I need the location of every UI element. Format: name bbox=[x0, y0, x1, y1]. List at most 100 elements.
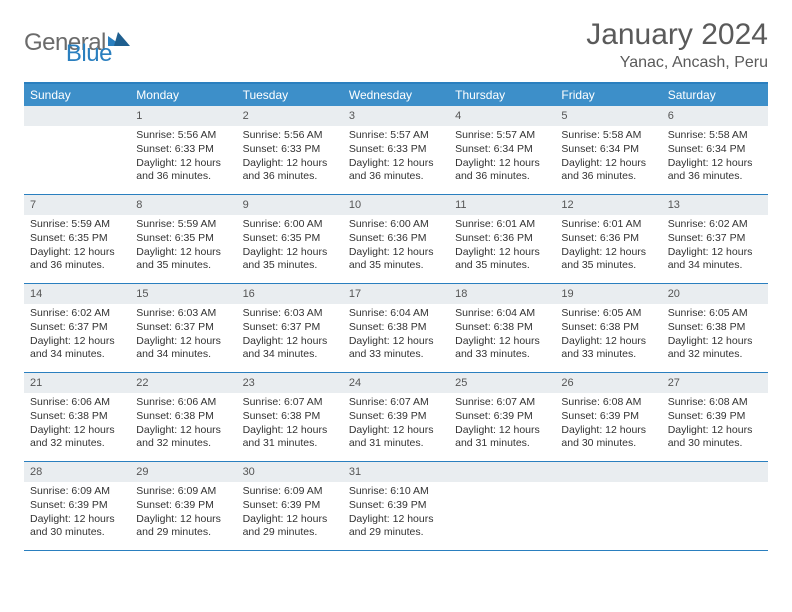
sunset-line: Sunset: 6:39 PM bbox=[243, 499, 337, 513]
day-cell: 11Sunrise: 6:01 AMSunset: 6:36 PMDayligh… bbox=[449, 195, 555, 283]
sunrise-line: Sunrise: 6:08 AM bbox=[561, 396, 655, 410]
sunset-line: Sunset: 6:35 PM bbox=[136, 232, 230, 246]
day-number: 31 bbox=[343, 462, 449, 482]
day-number: 20 bbox=[662, 284, 768, 304]
daylight-line: Daylight: 12 hours and 30 minutes. bbox=[561, 424, 655, 451]
day-body bbox=[449, 482, 555, 491]
sunset-line: Sunset: 6:33 PM bbox=[243, 143, 337, 157]
sunrise-line: Sunrise: 6:10 AM bbox=[349, 485, 443, 499]
day-cell: 10Sunrise: 6:00 AMSunset: 6:36 PMDayligh… bbox=[343, 195, 449, 283]
day-cell: 30Sunrise: 6:09 AMSunset: 6:39 PMDayligh… bbox=[237, 462, 343, 550]
week-row: 7Sunrise: 5:59 AMSunset: 6:35 PMDaylight… bbox=[24, 195, 768, 284]
day-body: Sunrise: 6:09 AMSunset: 6:39 PMDaylight:… bbox=[24, 482, 130, 546]
header: General Blue January 2024 Yanac, Ancash,… bbox=[24, 18, 768, 72]
day-cell: 4Sunrise: 5:57 AMSunset: 6:34 PMDaylight… bbox=[449, 106, 555, 194]
day-number: 17 bbox=[343, 284, 449, 304]
daylight-line: Daylight: 12 hours and 35 minutes. bbox=[243, 246, 337, 273]
sunrise-line: Sunrise: 6:01 AM bbox=[561, 218, 655, 232]
sunrise-line: Sunrise: 6:09 AM bbox=[136, 485, 230, 499]
day-number: 3 bbox=[343, 106, 449, 126]
day-number: 26 bbox=[555, 373, 661, 393]
day-number: 11 bbox=[449, 195, 555, 215]
title-block: January 2024 Yanac, Ancash, Peru bbox=[586, 18, 768, 72]
sunrise-line: Sunrise: 6:08 AM bbox=[668, 396, 762, 410]
day-cell: 22Sunrise: 6:06 AMSunset: 6:38 PMDayligh… bbox=[130, 373, 236, 461]
day-number: 12 bbox=[555, 195, 661, 215]
day-body: Sunrise: 6:08 AMSunset: 6:39 PMDaylight:… bbox=[555, 393, 661, 457]
day-body: Sunrise: 6:05 AMSunset: 6:38 PMDaylight:… bbox=[555, 304, 661, 368]
day-cell: 12Sunrise: 6:01 AMSunset: 6:36 PMDayligh… bbox=[555, 195, 661, 283]
day-body: Sunrise: 6:07 AMSunset: 6:39 PMDaylight:… bbox=[449, 393, 555, 457]
day-cell: 19Sunrise: 6:05 AMSunset: 6:38 PMDayligh… bbox=[555, 284, 661, 372]
day-cell: 26Sunrise: 6:08 AMSunset: 6:39 PMDayligh… bbox=[555, 373, 661, 461]
daylight-line: Daylight: 12 hours and 36 minutes. bbox=[243, 157, 337, 184]
day-header-row: SundayMondayTuesdayWednesdayThursdayFrid… bbox=[24, 84, 768, 106]
day-header-cell: Saturday bbox=[662, 84, 768, 106]
sunset-line: Sunset: 6:35 PM bbox=[243, 232, 337, 246]
day-body: Sunrise: 6:01 AMSunset: 6:36 PMDaylight:… bbox=[449, 215, 555, 279]
day-cell: 25Sunrise: 6:07 AMSunset: 6:39 PMDayligh… bbox=[449, 373, 555, 461]
day-body: Sunrise: 5:59 AMSunset: 6:35 PMDaylight:… bbox=[130, 215, 236, 279]
sunset-line: Sunset: 6:39 PM bbox=[349, 410, 443, 424]
day-number: 27 bbox=[662, 373, 768, 393]
sunrise-line: Sunrise: 6:07 AM bbox=[455, 396, 549, 410]
sunrise-line: Sunrise: 6:01 AM bbox=[455, 218, 549, 232]
day-cell bbox=[24, 106, 130, 194]
day-number: 9 bbox=[237, 195, 343, 215]
day-body: Sunrise: 5:57 AMSunset: 6:33 PMDaylight:… bbox=[343, 126, 449, 190]
sunrise-line: Sunrise: 5:57 AM bbox=[455, 129, 549, 143]
sunrise-line: Sunrise: 6:06 AM bbox=[136, 396, 230, 410]
day-number: 23 bbox=[237, 373, 343, 393]
day-header-cell: Monday bbox=[130, 84, 236, 106]
daylight-line: Daylight: 12 hours and 30 minutes. bbox=[668, 424, 762, 451]
calendar: SundayMondayTuesdayWednesdayThursdayFrid… bbox=[24, 82, 768, 551]
day-body: Sunrise: 6:09 AMSunset: 6:39 PMDaylight:… bbox=[237, 482, 343, 546]
sunset-line: Sunset: 6:38 PM bbox=[668, 321, 762, 335]
day-cell: 24Sunrise: 6:07 AMSunset: 6:39 PMDayligh… bbox=[343, 373, 449, 461]
day-cell: 31Sunrise: 6:10 AMSunset: 6:39 PMDayligh… bbox=[343, 462, 449, 550]
day-body: Sunrise: 6:07 AMSunset: 6:38 PMDaylight:… bbox=[237, 393, 343, 457]
sunrise-line: Sunrise: 5:59 AM bbox=[136, 218, 230, 232]
sunrise-line: Sunrise: 6:03 AM bbox=[243, 307, 337, 321]
sunrise-line: Sunrise: 6:02 AM bbox=[30, 307, 124, 321]
day-number: 4 bbox=[449, 106, 555, 126]
day-number: 7 bbox=[24, 195, 130, 215]
daylight-line: Daylight: 12 hours and 36 minutes. bbox=[349, 157, 443, 184]
daylight-line: Daylight: 12 hours and 32 minutes. bbox=[668, 335, 762, 362]
daylight-line: Daylight: 12 hours and 34 minutes. bbox=[668, 246, 762, 273]
day-cell: 9Sunrise: 6:00 AMSunset: 6:35 PMDaylight… bbox=[237, 195, 343, 283]
daylight-line: Daylight: 12 hours and 34 minutes. bbox=[243, 335, 337, 362]
day-number: 21 bbox=[24, 373, 130, 393]
sunrise-line: Sunrise: 6:07 AM bbox=[243, 396, 337, 410]
day-body bbox=[555, 482, 661, 491]
day-header-cell: Thursday bbox=[449, 84, 555, 106]
sunrise-line: Sunrise: 6:05 AM bbox=[668, 307, 762, 321]
sunset-line: Sunset: 6:39 PM bbox=[349, 499, 443, 513]
day-cell: 7Sunrise: 5:59 AMSunset: 6:35 PMDaylight… bbox=[24, 195, 130, 283]
day-body: Sunrise: 5:57 AMSunset: 6:34 PMDaylight:… bbox=[449, 126, 555, 190]
day-body: Sunrise: 5:56 AMSunset: 6:33 PMDaylight:… bbox=[130, 126, 236, 190]
daylight-line: Daylight: 12 hours and 34 minutes. bbox=[30, 335, 124, 362]
day-body: Sunrise: 6:09 AMSunset: 6:39 PMDaylight:… bbox=[130, 482, 236, 546]
day-body: Sunrise: 6:05 AMSunset: 6:38 PMDaylight:… bbox=[662, 304, 768, 368]
day-body: Sunrise: 6:00 AMSunset: 6:36 PMDaylight:… bbox=[343, 215, 449, 279]
day-cell: 5Sunrise: 5:58 AMSunset: 6:34 PMDaylight… bbox=[555, 106, 661, 194]
day-cell bbox=[449, 462, 555, 550]
day-number: 22 bbox=[130, 373, 236, 393]
sunrise-line: Sunrise: 5:58 AM bbox=[561, 129, 655, 143]
sunrise-line: Sunrise: 6:04 AM bbox=[349, 307, 443, 321]
day-number bbox=[555, 462, 661, 482]
day-number: 29 bbox=[130, 462, 236, 482]
sunrise-line: Sunrise: 5:58 AM bbox=[668, 129, 762, 143]
day-header-cell: Tuesday bbox=[237, 84, 343, 106]
sunrise-line: Sunrise: 5:56 AM bbox=[243, 129, 337, 143]
sunset-line: Sunset: 6:38 PM bbox=[136, 410, 230, 424]
week-row: 1Sunrise: 5:56 AMSunset: 6:33 PMDaylight… bbox=[24, 106, 768, 195]
sunset-line: Sunset: 6:36 PM bbox=[561, 232, 655, 246]
sunrise-line: Sunrise: 5:56 AM bbox=[136, 129, 230, 143]
daylight-line: Daylight: 12 hours and 33 minutes. bbox=[561, 335, 655, 362]
week-row: 14Sunrise: 6:02 AMSunset: 6:37 PMDayligh… bbox=[24, 284, 768, 373]
sunrise-line: Sunrise: 6:00 AM bbox=[349, 218, 443, 232]
sunset-line: Sunset: 6:33 PM bbox=[349, 143, 443, 157]
day-number bbox=[662, 462, 768, 482]
